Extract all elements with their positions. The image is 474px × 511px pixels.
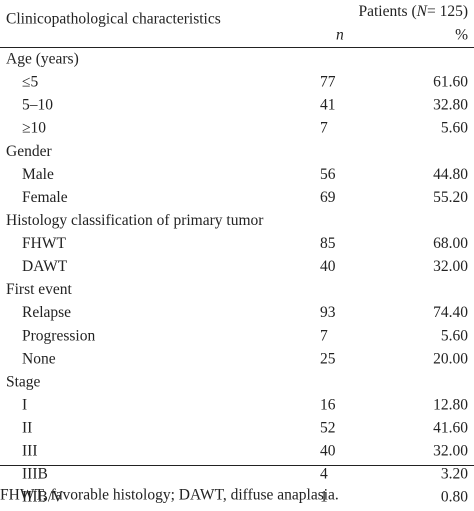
row-n: 52 (320, 420, 336, 437)
row-n: 7 (320, 327, 328, 344)
row-pct: 74.40 (433, 304, 468, 321)
row-label: III (22, 443, 38, 460)
section-title: Histology classification of primary tumo… (6, 212, 264, 229)
section-title: Age (years) (6, 51, 79, 68)
row-label: Progression (22, 327, 95, 344)
row-n: 1 (320, 489, 328, 506)
row-label: Male (22, 166, 54, 183)
row-pct: 12.80 (433, 396, 468, 413)
row-pct: 41.60 (433, 420, 468, 437)
row-label: DAWT (22, 258, 68, 275)
row-label: FHWT (22, 235, 66, 252)
row-pct: 32.00 (433, 258, 468, 275)
section-title: First event (6, 281, 73, 298)
row-label: ≥10 (22, 120, 46, 137)
row-pct: 32.80 (433, 97, 468, 114)
row-pct: 61.60 (433, 74, 468, 91)
row-n: 69 (320, 189, 336, 206)
row-pct: 44.80 (433, 166, 468, 183)
row-n: 40 (320, 258, 336, 275)
row-pct: 5.60 (441, 120, 468, 137)
row-label: I (22, 396, 27, 413)
header-characteristics: Clinicopathological characteristics (6, 11, 221, 28)
row-n: 40 (320, 443, 336, 460)
row-n: 56 (320, 166, 336, 183)
row-pct: 5.60 (441, 327, 468, 344)
row-pct: 68.00 (433, 235, 468, 252)
row-n: 77 (320, 74, 336, 91)
header-n: n (336, 27, 344, 44)
row-label: IIIB/V (22, 489, 64, 506)
footnote: FHWT, favorable histology; DAWT, diffuse… (0, 487, 339, 504)
row-label: 5–10 (22, 97, 53, 114)
row-pct: 0.80 (441, 489, 468, 506)
row-label: II (22, 420, 32, 437)
row-n: 16 (320, 396, 336, 413)
row-label: None (22, 350, 56, 367)
row-label: Female (22, 189, 68, 206)
section-title: Gender (6, 143, 52, 160)
row-pct: 20.00 (433, 350, 468, 367)
row-n: 25 (320, 350, 336, 367)
section-title: Stage (6, 373, 41, 390)
header-pct: % (455, 27, 468, 44)
row-pct: 32.00 (433, 443, 468, 460)
row-label: Relapse (22, 304, 71, 321)
row-label: IIIB (22, 466, 48, 483)
header-patients-prefix: Patients ( (359, 3, 417, 20)
row-label: ≤5 (22, 74, 39, 91)
row-pct: 55.20 (433, 189, 468, 206)
header-patients-suffix: = 125) (427, 3, 468, 20)
header-patients: Patients (N= 125) (359, 3, 469, 20)
row-n: 7 (320, 120, 328, 137)
row-n: 93 (320, 304, 336, 321)
row-n: 41 (320, 97, 336, 114)
header-patients-var: N (416, 3, 429, 20)
row-n: 4 (320, 466, 328, 483)
row-pct: 3.20 (441, 466, 468, 483)
row-n: 85 (320, 235, 336, 252)
